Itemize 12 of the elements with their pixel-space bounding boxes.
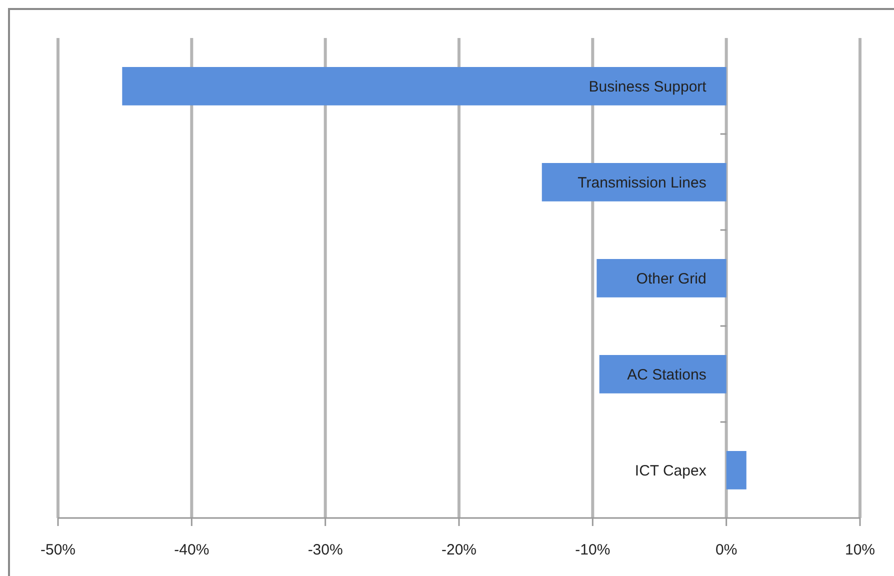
y-tick-label: Business Support xyxy=(588,78,708,96)
y-tick-label: AC Stations xyxy=(627,366,706,384)
y-tick-label: Transmission Lines xyxy=(578,174,706,192)
x-tick-label: -50% xyxy=(40,542,76,559)
y-tick-label: ICT Capex xyxy=(634,462,707,480)
x-tick-label: -40% xyxy=(174,542,210,559)
x-tick-label: 10% xyxy=(844,542,876,559)
x-tick-label: -10% xyxy=(575,542,610,559)
x-tick-label: -30% xyxy=(308,542,343,559)
y-tick-label: Other Grid xyxy=(636,270,706,288)
x-tick-label: 0% xyxy=(715,542,738,559)
x-tick-label: -20% xyxy=(441,542,477,559)
